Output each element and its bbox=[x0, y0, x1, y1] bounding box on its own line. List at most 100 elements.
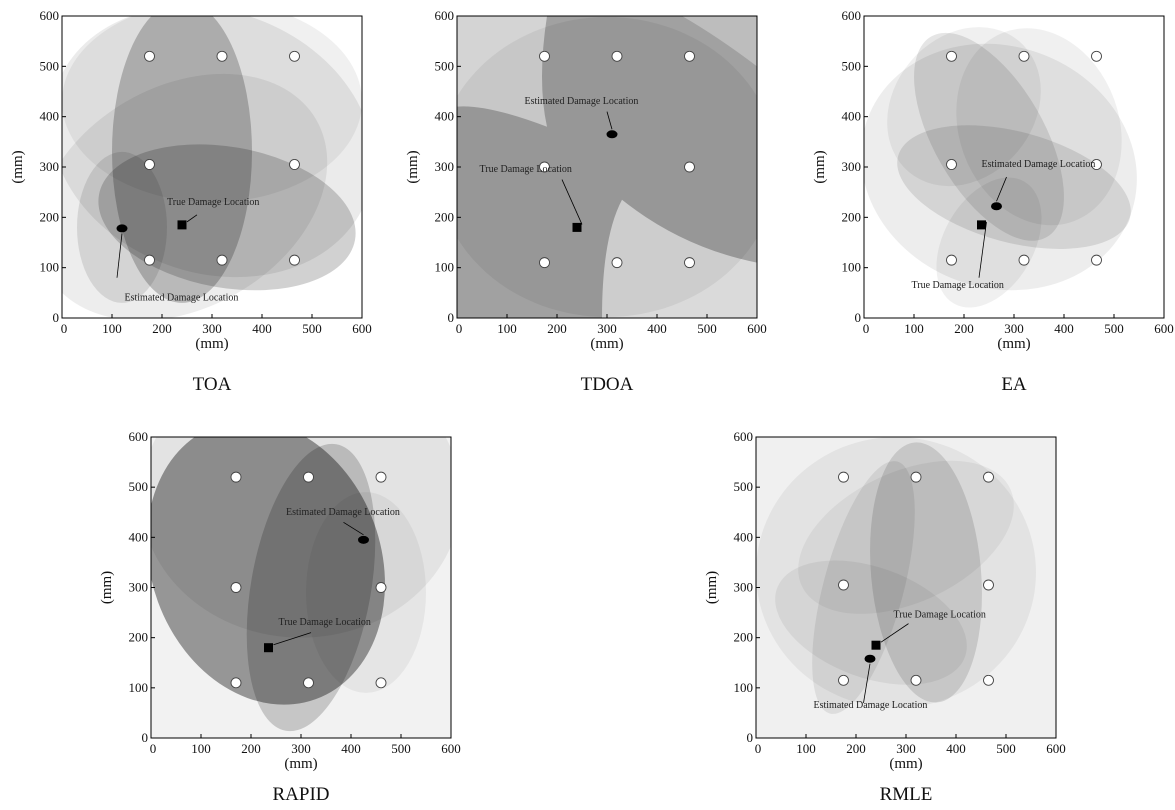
x-tick-label: 300 bbox=[202, 321, 222, 336]
shade-ellipse bbox=[956, 28, 1122, 226]
sensor-point bbox=[1018, 254, 1030, 266]
light-region bbox=[457, 16, 547, 127]
sensor-point bbox=[216, 254, 228, 266]
x-axis-label: (mm) bbox=[284, 756, 317, 772]
plot-background bbox=[864, 16, 1164, 318]
sensor-point bbox=[375, 582, 387, 593]
sensor-point bbox=[910, 471, 922, 483]
sensor-point bbox=[375, 471, 387, 483]
shade-ellipse bbox=[936, 177, 1042, 308]
panel-caption: EA bbox=[1001, 374, 1027, 395]
y-tick-label: 0 bbox=[53, 310, 60, 325]
true-damage-annotation: True Damage Location bbox=[894, 610, 986, 621]
y-tick-label: 600 bbox=[435, 8, 455, 23]
annotation-arrow bbox=[343, 521, 364, 536]
x-tick-label: 100 bbox=[102, 321, 122, 336]
x-tick-label: 200 bbox=[846, 741, 866, 756]
sensor-point bbox=[684, 50, 695, 62]
x-tick-label: 100 bbox=[191, 741, 211, 756]
x-axis-label: (mm) bbox=[997, 336, 1030, 352]
shade-ellipse bbox=[870, 442, 982, 703]
x-axis-label: (mm) bbox=[889, 756, 922, 772]
sensor-point bbox=[303, 471, 314, 483]
x-tick-label: 600 bbox=[747, 321, 767, 336]
annotation-arrow bbox=[186, 214, 198, 223]
sensor-point bbox=[539, 161, 550, 173]
sensor-point bbox=[946, 254, 957, 266]
estimated-damage-annotation: Estimated Damage Location bbox=[286, 507, 400, 518]
light-region bbox=[602, 199, 757, 318]
x-tick-label: 100 bbox=[796, 741, 816, 756]
sensor-point bbox=[1091, 254, 1102, 266]
shade-ellipse bbox=[897, 125, 1131, 249]
true-damage-marker bbox=[572, 222, 582, 232]
shade-ellipse bbox=[306, 492, 426, 693]
x-tick-label: 100 bbox=[904, 321, 924, 336]
chart-panel-ea: 0 100 200 300 400 500 600 0 100 200 300 400 500 600 (m… bbox=[812, 8, 1174, 395]
true-damage-marker bbox=[177, 220, 187, 230]
sensor-point bbox=[289, 254, 300, 266]
sensor-point bbox=[1091, 159, 1102, 170]
y-axis-label: (mm) bbox=[99, 571, 115, 604]
y-tick-label: 300 bbox=[435, 159, 455, 174]
x-tick-label: 100 bbox=[497, 321, 517, 336]
y-axis-label: (mm) bbox=[704, 571, 720, 604]
true-damage-marker bbox=[264, 643, 273, 653]
sensor-point bbox=[983, 471, 994, 483]
y-tick-label: 400 bbox=[734, 529, 754, 544]
true-damage-marker bbox=[977, 220, 986, 230]
x-tick-label: 600 bbox=[441, 741, 461, 756]
x-tick-label: 500 bbox=[391, 741, 411, 756]
x-tick-label: 400 bbox=[1054, 321, 1074, 336]
annotation-arrow bbox=[880, 623, 909, 643]
probability-shading bbox=[151, 437, 451, 732]
x-tick-label: 200 bbox=[241, 741, 261, 756]
panel-caption: TOA bbox=[193, 374, 232, 395]
sensor-point bbox=[946, 159, 957, 170]
y-tick-label: 0 bbox=[855, 310, 862, 325]
sensor-point bbox=[838, 674, 849, 686]
x-tick-label: 200 bbox=[152, 321, 172, 336]
sensor-point bbox=[684, 161, 695, 173]
estimated-damage-marker bbox=[991, 202, 1002, 211]
annotation-arrow bbox=[863, 663, 871, 703]
x-tick-label: 400 bbox=[946, 741, 966, 756]
x-tick-label: 200 bbox=[547, 321, 567, 336]
sensor-point bbox=[838, 579, 849, 591]
true-damage-annotation: True Damage Location bbox=[167, 197, 259, 208]
annotation-arrow bbox=[606, 111, 613, 130]
probability-shading bbox=[62, 16, 362, 318]
true-damage-annotation: True Damage Location bbox=[480, 164, 572, 175]
x-axis-label: (mm) bbox=[590, 336, 623, 352]
y-tick-label: 100 bbox=[40, 260, 60, 275]
sensor-point bbox=[684, 257, 695, 269]
shade-ellipse bbox=[62, 16, 362, 278]
shade-ellipse bbox=[62, 73, 328, 318]
estimated-damage-annotation: Estimated Damage Location bbox=[982, 159, 1096, 170]
chart-panel-toa: 0 100 200 300 400 500 600 0 100 200 300 400 500 600 (m… bbox=[10, 8, 372, 395]
sensor-point bbox=[144, 50, 155, 62]
sensor-point bbox=[611, 50, 623, 62]
annotation-arrow bbox=[978, 221, 987, 278]
x-tick-label: 400 bbox=[647, 321, 667, 336]
x-tick-label: 500 bbox=[1104, 321, 1124, 336]
annotation-arrow bbox=[996, 176, 1007, 202]
sensor-point bbox=[983, 579, 994, 591]
x-tick-label: 300 bbox=[597, 321, 617, 336]
shade-ellipse bbox=[246, 443, 376, 732]
x-tick-label: 0 bbox=[456, 321, 463, 336]
y-tick-label: 100 bbox=[435, 260, 455, 275]
chart-panel-rapid: 0 100 200 300 400 500 600 0 100 200 300 400 500 600 (m… bbox=[99, 429, 461, 805]
x-tick-label: 300 bbox=[1004, 321, 1024, 336]
sensor-point bbox=[289, 50, 300, 62]
shade-ellipse bbox=[151, 437, 385, 705]
shade-ellipse bbox=[112, 16, 252, 303]
shade-ellipse bbox=[756, 437, 1036, 708]
shade-ellipse bbox=[62, 16, 362, 203]
y-tick-label: 400 bbox=[129, 529, 149, 544]
sensor-point bbox=[983, 674, 994, 686]
plot-background bbox=[151, 437, 451, 738]
x-tick-label: 300 bbox=[896, 741, 916, 756]
x-tick-label: 0 bbox=[61, 321, 68, 336]
x-tick-label: 500 bbox=[996, 741, 1016, 756]
